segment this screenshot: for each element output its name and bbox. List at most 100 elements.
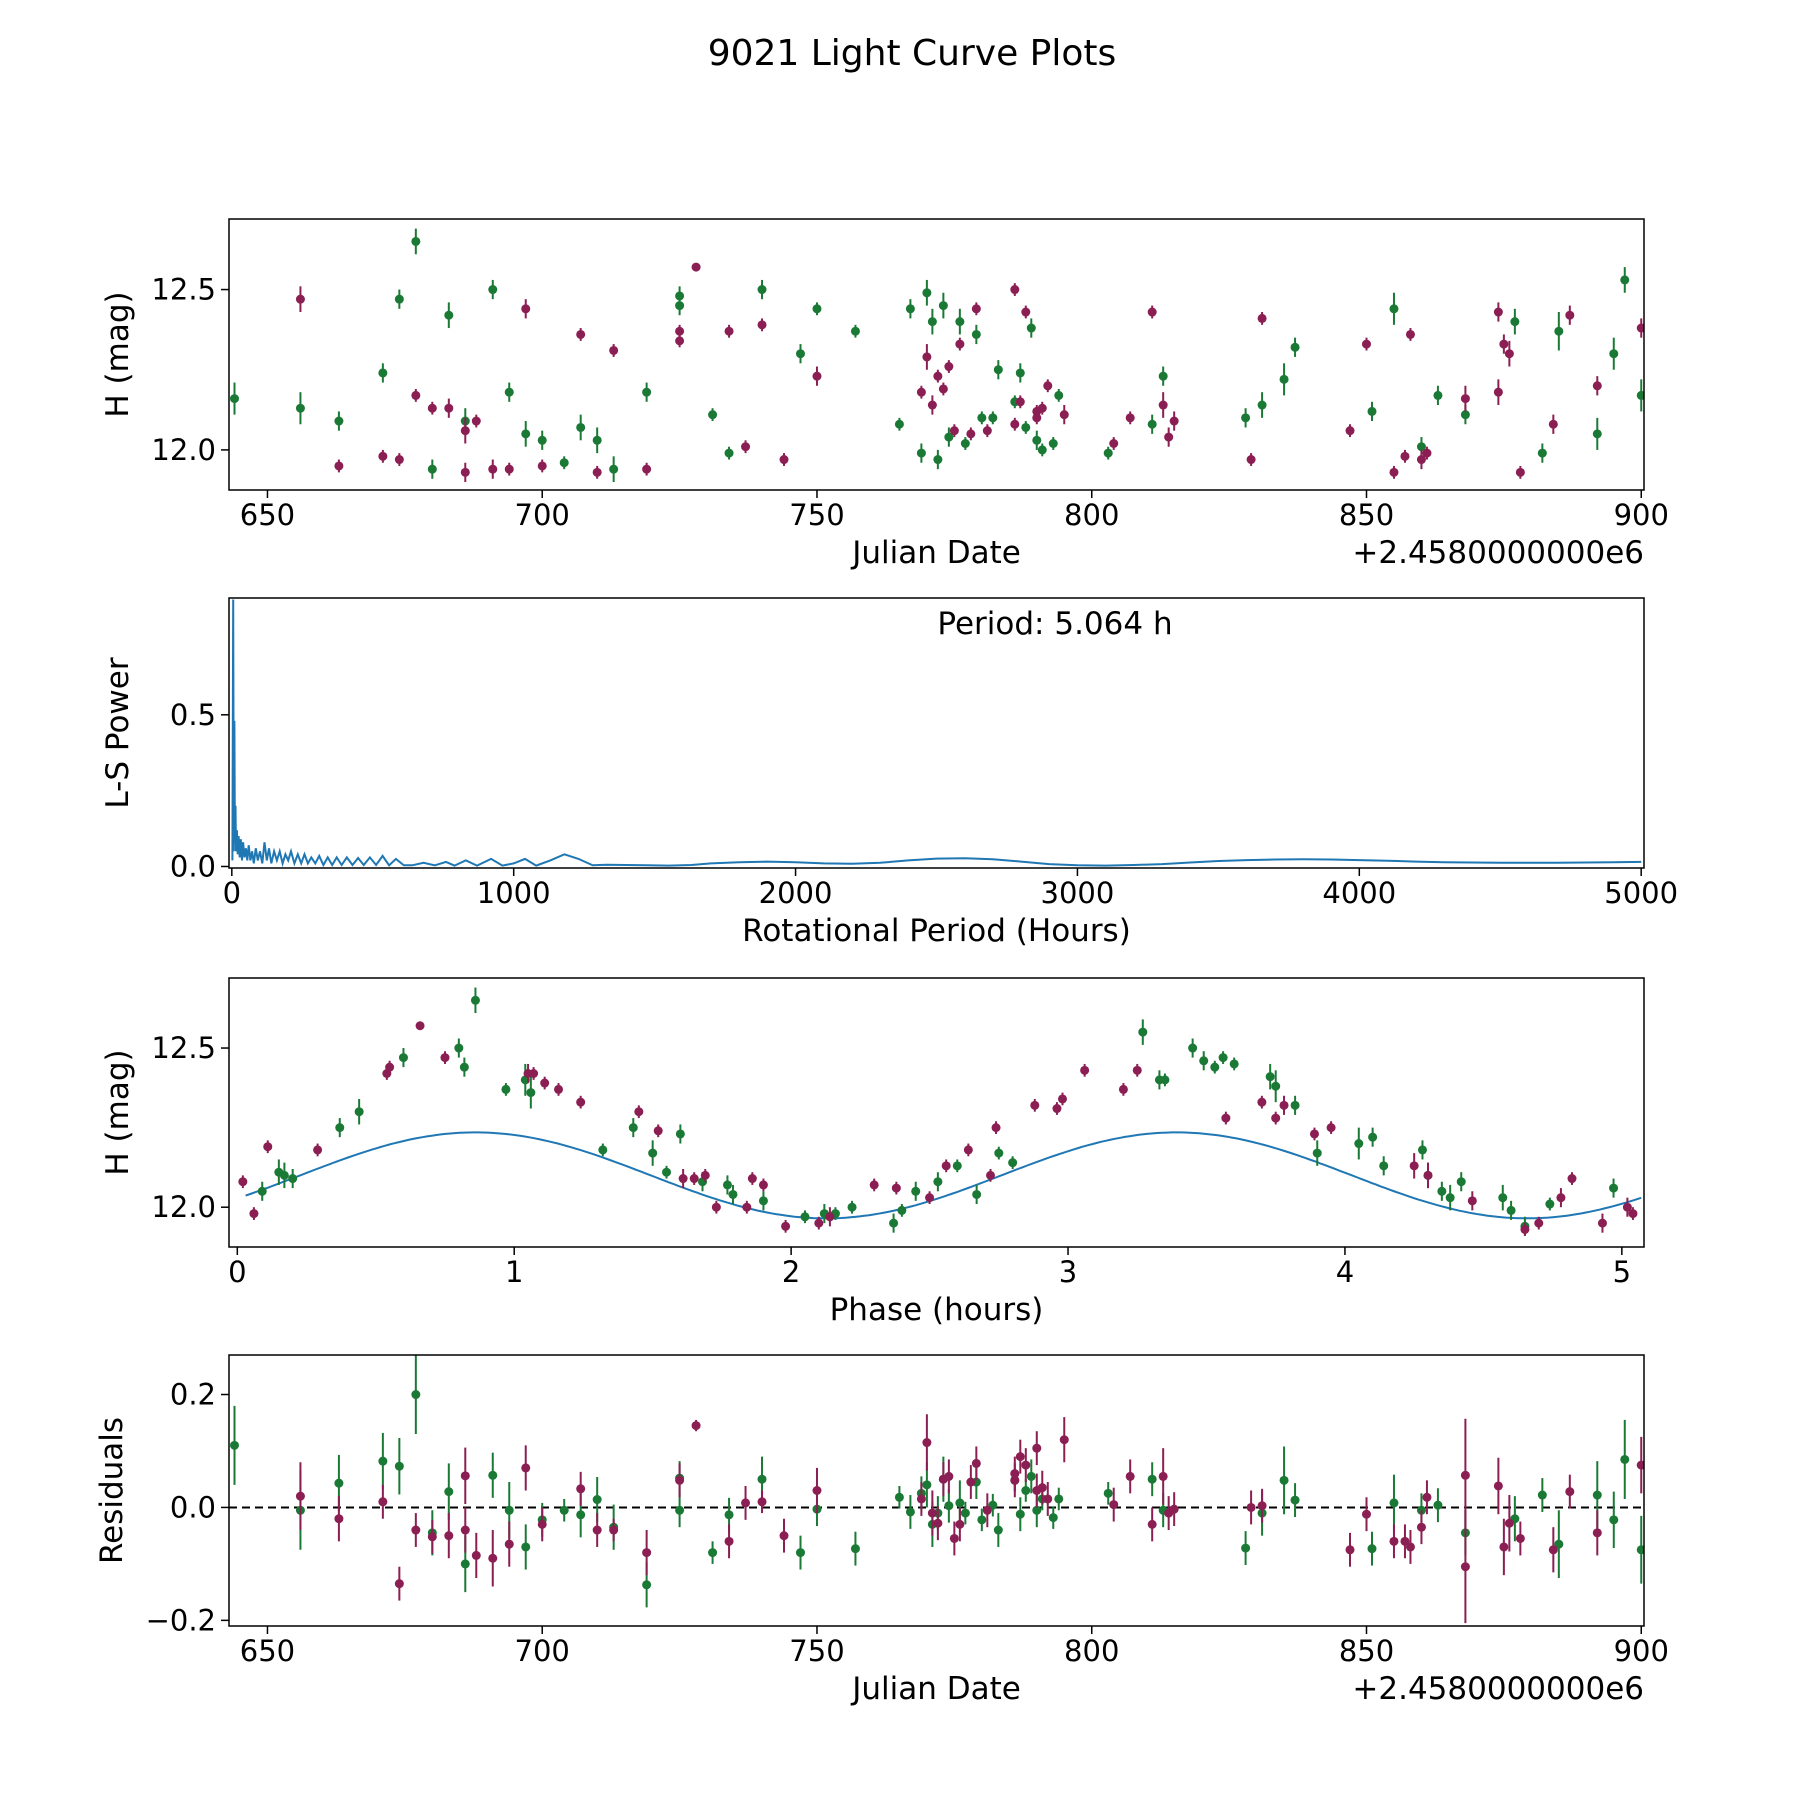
data-point	[938, 301, 948, 311]
data-point	[559, 1505, 569, 1515]
data-point	[675, 1475, 685, 1485]
data-point	[1279, 1475, 1289, 1485]
data-point	[850, 1544, 860, 1554]
data-point	[460, 1559, 470, 1569]
data-point	[1422, 448, 1432, 458]
data-point	[460, 1525, 470, 1535]
data-point	[949, 426, 959, 436]
data-point	[1246, 455, 1256, 465]
data-point	[1422, 1492, 1432, 1502]
data-point	[576, 329, 586, 339]
panel-resid: 650 700 750 800 850 900 −0.2 0.0 0.2 Julian Date R…	[94, 1354, 1669, 1707]
y-tick-label: −0.2	[146, 1603, 216, 1637]
data-point	[540, 1078, 550, 1088]
data-point	[1499, 339, 1509, 349]
data-point	[427, 1532, 437, 1542]
data-point	[642, 387, 652, 397]
data-point	[825, 1212, 835, 1222]
data-point	[949, 1533, 959, 1543]
data-point	[642, 464, 652, 474]
data-point	[559, 458, 569, 468]
data-point	[288, 1174, 298, 1184]
data-point	[1210, 1062, 1220, 1072]
x-offset-label: +2.4580000000e6	[1352, 1671, 1644, 1707]
data-point	[1026, 1471, 1036, 1481]
figure-title: 9021 Light Curve Plots	[708, 33, 1117, 74]
data-point	[460, 426, 470, 436]
data-point	[1405, 329, 1415, 339]
x-axis-label: Rotational Period (Hours)	[742, 913, 1131, 949]
data-point	[488, 285, 498, 295]
data-point	[238, 1177, 248, 1187]
data-point	[521, 429, 531, 439]
x-axis-label: Phase (hours)	[830, 1292, 1044, 1328]
data-point	[1567, 1174, 1577, 1184]
data-point	[1257, 400, 1267, 410]
data-point	[488, 1470, 498, 1480]
data-point	[1309, 1129, 1319, 1139]
data-point	[994, 1148, 1004, 1158]
data-point	[1389, 467, 1399, 477]
axes-frame	[228, 1354, 1645, 1627]
data-point	[1290, 1100, 1300, 1110]
data-point	[675, 1129, 685, 1139]
x-tick-label: 1	[505, 1255, 523, 1289]
data-point	[471, 1550, 481, 1560]
data-point	[1389, 1498, 1399, 1508]
y-tick-label: 0.0	[170, 849, 216, 883]
data-point	[1008, 1158, 1018, 1168]
data-point	[1290, 342, 1300, 352]
data-point	[1545, 1199, 1555, 1209]
data-point	[938, 384, 948, 394]
data-point	[1158, 400, 1168, 410]
x-tick-label: 850	[1339, 498, 1394, 532]
data-point	[1265, 1072, 1275, 1082]
data-point	[394, 455, 404, 465]
data-point	[1433, 390, 1443, 400]
data-point	[334, 1478, 344, 1488]
data-point	[944, 1501, 954, 1511]
data-point	[1504, 1518, 1514, 1528]
data-point	[757, 1474, 767, 1484]
data-point	[411, 236, 421, 246]
data-point	[576, 1484, 586, 1494]
data-point	[1015, 1452, 1025, 1462]
data-point	[313, 1145, 323, 1155]
data-point	[1460, 394, 1470, 404]
data-point	[444, 1531, 454, 1541]
x-tick-label: 900	[1614, 498, 1669, 532]
data-point	[1057, 1094, 1067, 1104]
data-point	[1147, 1474, 1157, 1484]
data-point	[1052, 1104, 1062, 1114]
data-point	[972, 1189, 982, 1199]
y-tick-label: 12.0	[151, 433, 216, 467]
data-point	[249, 1209, 259, 1219]
data-point	[757, 320, 767, 330]
data-point	[1597, 1218, 1607, 1228]
data-point	[952, 1161, 962, 1171]
data-point	[691, 262, 701, 272]
data-point	[444, 1487, 454, 1497]
x-tick-label: 4000	[1322, 876, 1396, 910]
plot-area	[229, 1355, 1644, 1624]
data-point	[526, 1088, 536, 1098]
data-point	[1379, 1161, 1389, 1171]
data-point	[1367, 406, 1377, 416]
data-point	[1271, 1113, 1281, 1123]
x-tick-label: 800	[1064, 498, 1119, 532]
x-tick-label: 5000	[1604, 876, 1678, 910]
y-axis-label: L-S Power	[100, 657, 136, 808]
x-tick-label: 750	[789, 498, 844, 532]
data-point	[922, 1438, 932, 1448]
data-point	[1467, 1196, 1477, 1206]
data-point	[1554, 1539, 1564, 1549]
data-point	[1241, 413, 1251, 423]
data-point	[991, 1123, 1001, 1133]
data-point	[1416, 442, 1426, 452]
data-point	[708, 410, 718, 420]
data-point	[971, 1458, 981, 1468]
axes-frame	[228, 977, 1645, 1248]
data-point	[758, 1196, 768, 1206]
data-point	[415, 1021, 425, 1031]
